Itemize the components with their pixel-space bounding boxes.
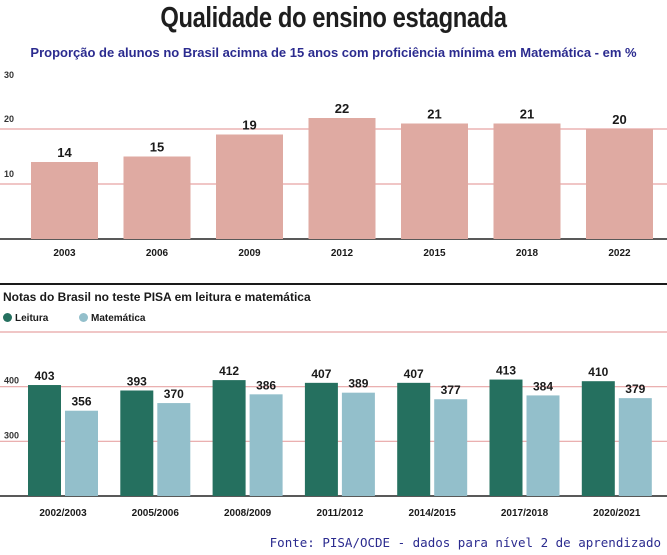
data-label-2003: 14 xyxy=(57,145,72,160)
data-label-leitura-2020/2021: 410 xyxy=(588,365,608,379)
bar-leitura-2020/2021 xyxy=(581,381,615,496)
y-tick-500: 500 xyxy=(4,330,19,331)
x-tick-2017/2018: 2017/2018 xyxy=(501,508,549,519)
data-label-2009: 19 xyxy=(242,118,256,133)
chart2-title: Notas do Brasil no teste PISA em leitura… xyxy=(3,290,311,304)
x-tick-2003: 2003 xyxy=(53,248,76,259)
legend-matematica: Matemática xyxy=(79,313,145,324)
x-tick-2009: 2009 xyxy=(238,248,261,259)
x-tick-2014/2015: 2014/2015 xyxy=(409,508,457,519)
bar-matematica-2002/2003 xyxy=(65,410,98,496)
bar-2012 xyxy=(308,118,376,239)
x-tick-2012: 2012 xyxy=(331,248,354,259)
data-label-2018: 21 xyxy=(520,107,534,122)
bar-matematica-2020/2021 xyxy=(618,398,652,496)
bar-matematica-2014/2015 xyxy=(434,399,468,496)
x-tick-2022: 2022 xyxy=(608,248,631,259)
bar-matematica-2011/2012 xyxy=(341,392,375,496)
x-tick-2006: 2006 xyxy=(146,248,169,259)
page-title: Qualidade do ensino estagnada xyxy=(160,2,507,34)
data-label-matematica-2014/2015: 377 xyxy=(441,383,461,397)
bar-2022 xyxy=(586,129,653,239)
x-tick-2005/2006: 2005/2006 xyxy=(132,508,180,519)
x-tick-2015: 2015 xyxy=(423,248,446,259)
data-label-matematica-2008/2009: 386 xyxy=(256,378,276,392)
bar-2015 xyxy=(401,123,468,239)
data-label-leitura-2017/2018: 413 xyxy=(496,364,516,378)
legend-leitura: Leitura xyxy=(3,313,48,324)
bar-matematica-2008/2009 xyxy=(249,394,283,496)
data-label-leitura-2005/2006: 393 xyxy=(127,374,147,388)
bar-leitura-2005/2006 xyxy=(120,390,154,496)
data-label-2006: 15 xyxy=(150,140,164,155)
legend-leitura-swatch xyxy=(3,313,12,322)
data-label-matematica-2020/2021: 379 xyxy=(625,382,645,396)
data-label-2015: 21 xyxy=(427,107,441,122)
data-label-matematica-2011/2012: 389 xyxy=(348,377,368,391)
x-tick-2008/2009: 2008/2009 xyxy=(224,508,272,519)
source-note: Fonte: PISA/OCDE - dados para nível 2 de… xyxy=(269,535,661,550)
pisa-scores-chart: 300 400 500 403 356 2002/2003 393 370 2005/2006 4… xyxy=(0,330,667,519)
bar-2018 xyxy=(493,123,561,239)
y-tick-30: 30 xyxy=(4,70,14,80)
legend-matematica-label: Matemática xyxy=(91,313,146,324)
data-label-matematica-2002/2003: 356 xyxy=(71,395,91,409)
data-label-leitura-2011/2012: 407 xyxy=(311,367,331,381)
data-label-leitura-2002/2003: 403 xyxy=(34,369,54,383)
bar-matematica-2017/2018 xyxy=(526,395,560,496)
data-label-2012: 22 xyxy=(335,101,349,116)
chart1-title: Proporção de alunos no Brasil acimna de … xyxy=(30,45,637,60)
y-tick-300: 300 xyxy=(4,430,19,440)
proficiency-chart: 10 20 30 14 2003 15 2006 19 2009 22 2012 21 2015 21 20… xyxy=(0,70,667,259)
bar-leitura-2014/2015 xyxy=(397,382,431,496)
x-tick-2002/2003: 2002/2003 xyxy=(39,508,87,519)
y-tick-10: 10 xyxy=(4,169,14,179)
data-label-2022: 20 xyxy=(612,112,626,127)
y-tick-20: 20 xyxy=(4,114,14,124)
bar-2006 xyxy=(123,156,191,239)
bar-leitura-2002/2003 xyxy=(28,385,61,496)
data-label-leitura-2008/2009: 412 xyxy=(219,364,239,378)
bar-leitura-2017/2018 xyxy=(489,379,523,496)
data-label-matematica-2017/2018: 384 xyxy=(533,379,553,393)
bar-leitura-2008/2009 xyxy=(212,380,246,496)
data-label-matematica-2005/2006: 370 xyxy=(164,387,184,401)
bar-matematica-2005/2006 xyxy=(157,403,191,496)
x-tick-2011/2012: 2011/2012 xyxy=(317,508,364,519)
legend-matematica-swatch xyxy=(79,313,88,322)
data-label-leitura-2014/2015: 407 xyxy=(404,367,424,381)
bar-2009 xyxy=(216,134,283,239)
x-tick-2020/2021: 2020/2021 xyxy=(593,508,641,519)
section-divider xyxy=(0,283,667,285)
y-tick-400: 400 xyxy=(4,376,19,386)
bar-2003 xyxy=(31,162,98,239)
x-tick-2018: 2018 xyxy=(516,248,539,259)
legend-leitura-label: Leitura xyxy=(15,313,49,324)
bar-leitura-2011/2012 xyxy=(304,382,338,496)
